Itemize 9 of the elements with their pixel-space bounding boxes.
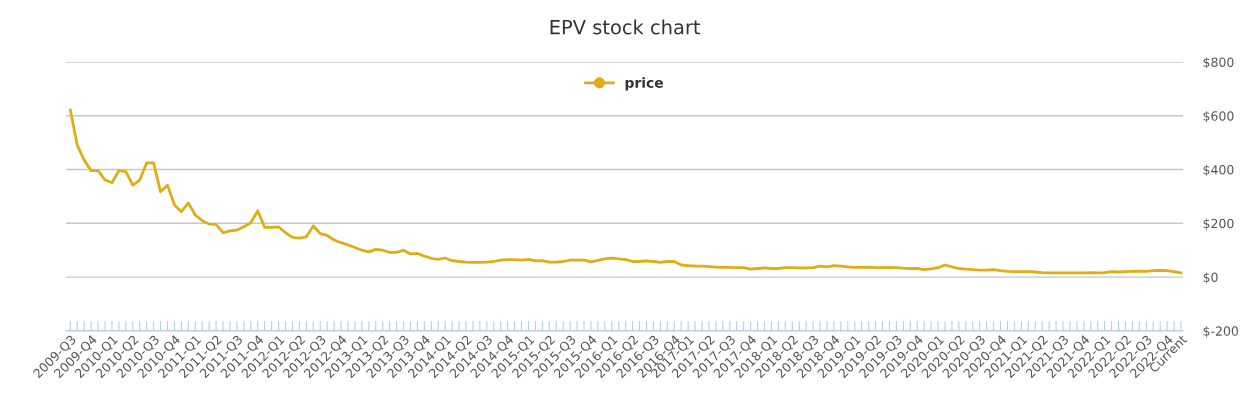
chart-title: EPV stock chart (550, 19, 701, 35)
line-series (68, 108, 1183, 275)
y-tick-label: $400 (1203, 164, 1234, 177)
y-tick-label: $200 (1203, 218, 1234, 230)
y-tick-label: $0 (1203, 272, 1218, 284)
y-tick-label: $600 (1203, 111, 1234, 123)
y-tick-label: $800 (1203, 57, 1234, 69)
y-tick-label: $-200 (1203, 326, 1239, 338)
legend-label: price (625, 77, 663, 91)
